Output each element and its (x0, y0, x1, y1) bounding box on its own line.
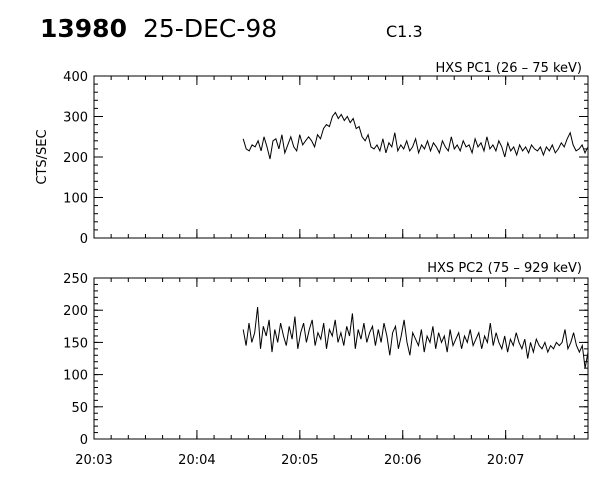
goes-class: C1.3 (386, 22, 423, 41)
y-tick-label: 400 (63, 70, 88, 85)
x-tick-label: 20:05 (281, 453, 318, 468)
y-tick-label: 100 (63, 192, 88, 207)
y-tick-label: 0 (80, 232, 88, 247)
y-axis-label: CTS/SEC (35, 129, 50, 184)
y-tick-label: 300 (63, 111, 88, 126)
y-tick-label: 250 (63, 272, 88, 287)
y-tick-label: 150 (63, 336, 88, 351)
chart-panel-2: HXS PC2 (75 – 929 keV) 0 50 100 150 200 250 20:… (63, 261, 589, 468)
plot-frame (93, 75, 589, 239)
panel-title: HXS PC2 (75 – 929 keV) (427, 261, 582, 276)
x-tick-label: 20:06 (384, 453, 421, 468)
panel-title: HXS PC1 (26 – 75 keV) (436, 61, 582, 76)
x-tick-label: 20:07 (487, 453, 524, 468)
y-tick-label: 0 (80, 433, 88, 448)
chart-panel-1: HXS PC1 (26 – 75 keV) CTS/SEC 0 100 200 300 40… (35, 61, 589, 247)
y-tick-label: 200 (63, 304, 88, 319)
plot-frame (93, 277, 589, 440)
x-tick-label: 20:03 (75, 453, 112, 468)
y-tick-label: 200 (63, 151, 88, 166)
y-tick-label: 50 (71, 401, 88, 416)
y-tick-label: 100 (63, 369, 88, 384)
observation-date: 25-DEC-98 (143, 14, 278, 43)
x-tick-label: 20:04 (178, 453, 215, 468)
event-number: 13980 (40, 14, 127, 43)
series-line-1 (242, 306, 589, 369)
series-line-1 (242, 111, 589, 160)
